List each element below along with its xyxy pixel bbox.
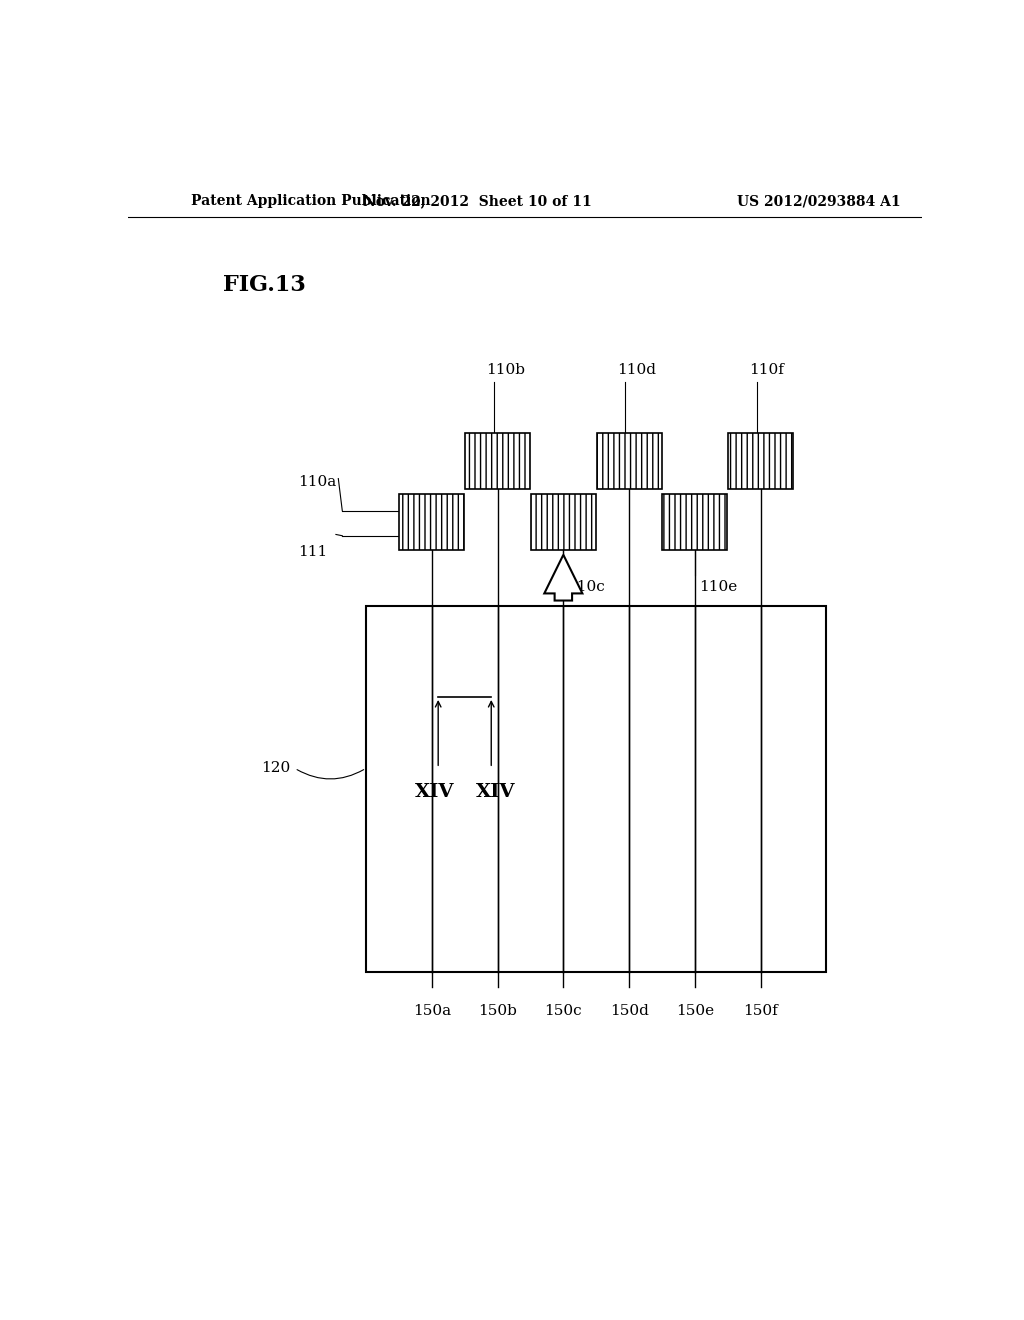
Text: 150e: 150e <box>676 1005 714 1018</box>
Text: 110c: 110c <box>567 581 605 594</box>
Text: 111: 111 <box>299 545 328 558</box>
Text: XIV: XIV <box>415 784 454 801</box>
Text: 150d: 150d <box>609 1005 648 1018</box>
Text: 120: 120 <box>261 762 291 775</box>
Text: FIG.13: FIG.13 <box>223 275 306 297</box>
Text: 150f: 150f <box>743 1005 778 1018</box>
Bar <box>530 494 596 549</box>
Text: Nov. 22, 2012  Sheet 10 of 11: Nov. 22, 2012 Sheet 10 of 11 <box>362 194 592 209</box>
Text: US 2012/0293884 A1: US 2012/0293884 A1 <box>736 194 900 209</box>
Text: 150a: 150a <box>413 1005 451 1018</box>
Text: XIV: XIV <box>475 784 515 801</box>
Text: 110e: 110e <box>698 581 737 594</box>
Polygon shape <box>545 554 583 601</box>
Text: 110b: 110b <box>485 363 524 378</box>
Bar <box>399 494 464 549</box>
Text: 110d: 110d <box>617 363 656 378</box>
Text: Patent Application Publication: Patent Application Publication <box>191 194 431 209</box>
Text: 150c: 150c <box>545 1005 583 1018</box>
Text: 150b: 150b <box>478 1005 517 1018</box>
Bar <box>465 433 530 488</box>
Text: 110f: 110f <box>749 363 783 378</box>
Bar <box>728 433 794 488</box>
Bar <box>597 433 662 488</box>
Bar <box>663 494 727 549</box>
Text: 110a: 110a <box>299 475 337 488</box>
Bar <box>367 606 826 972</box>
